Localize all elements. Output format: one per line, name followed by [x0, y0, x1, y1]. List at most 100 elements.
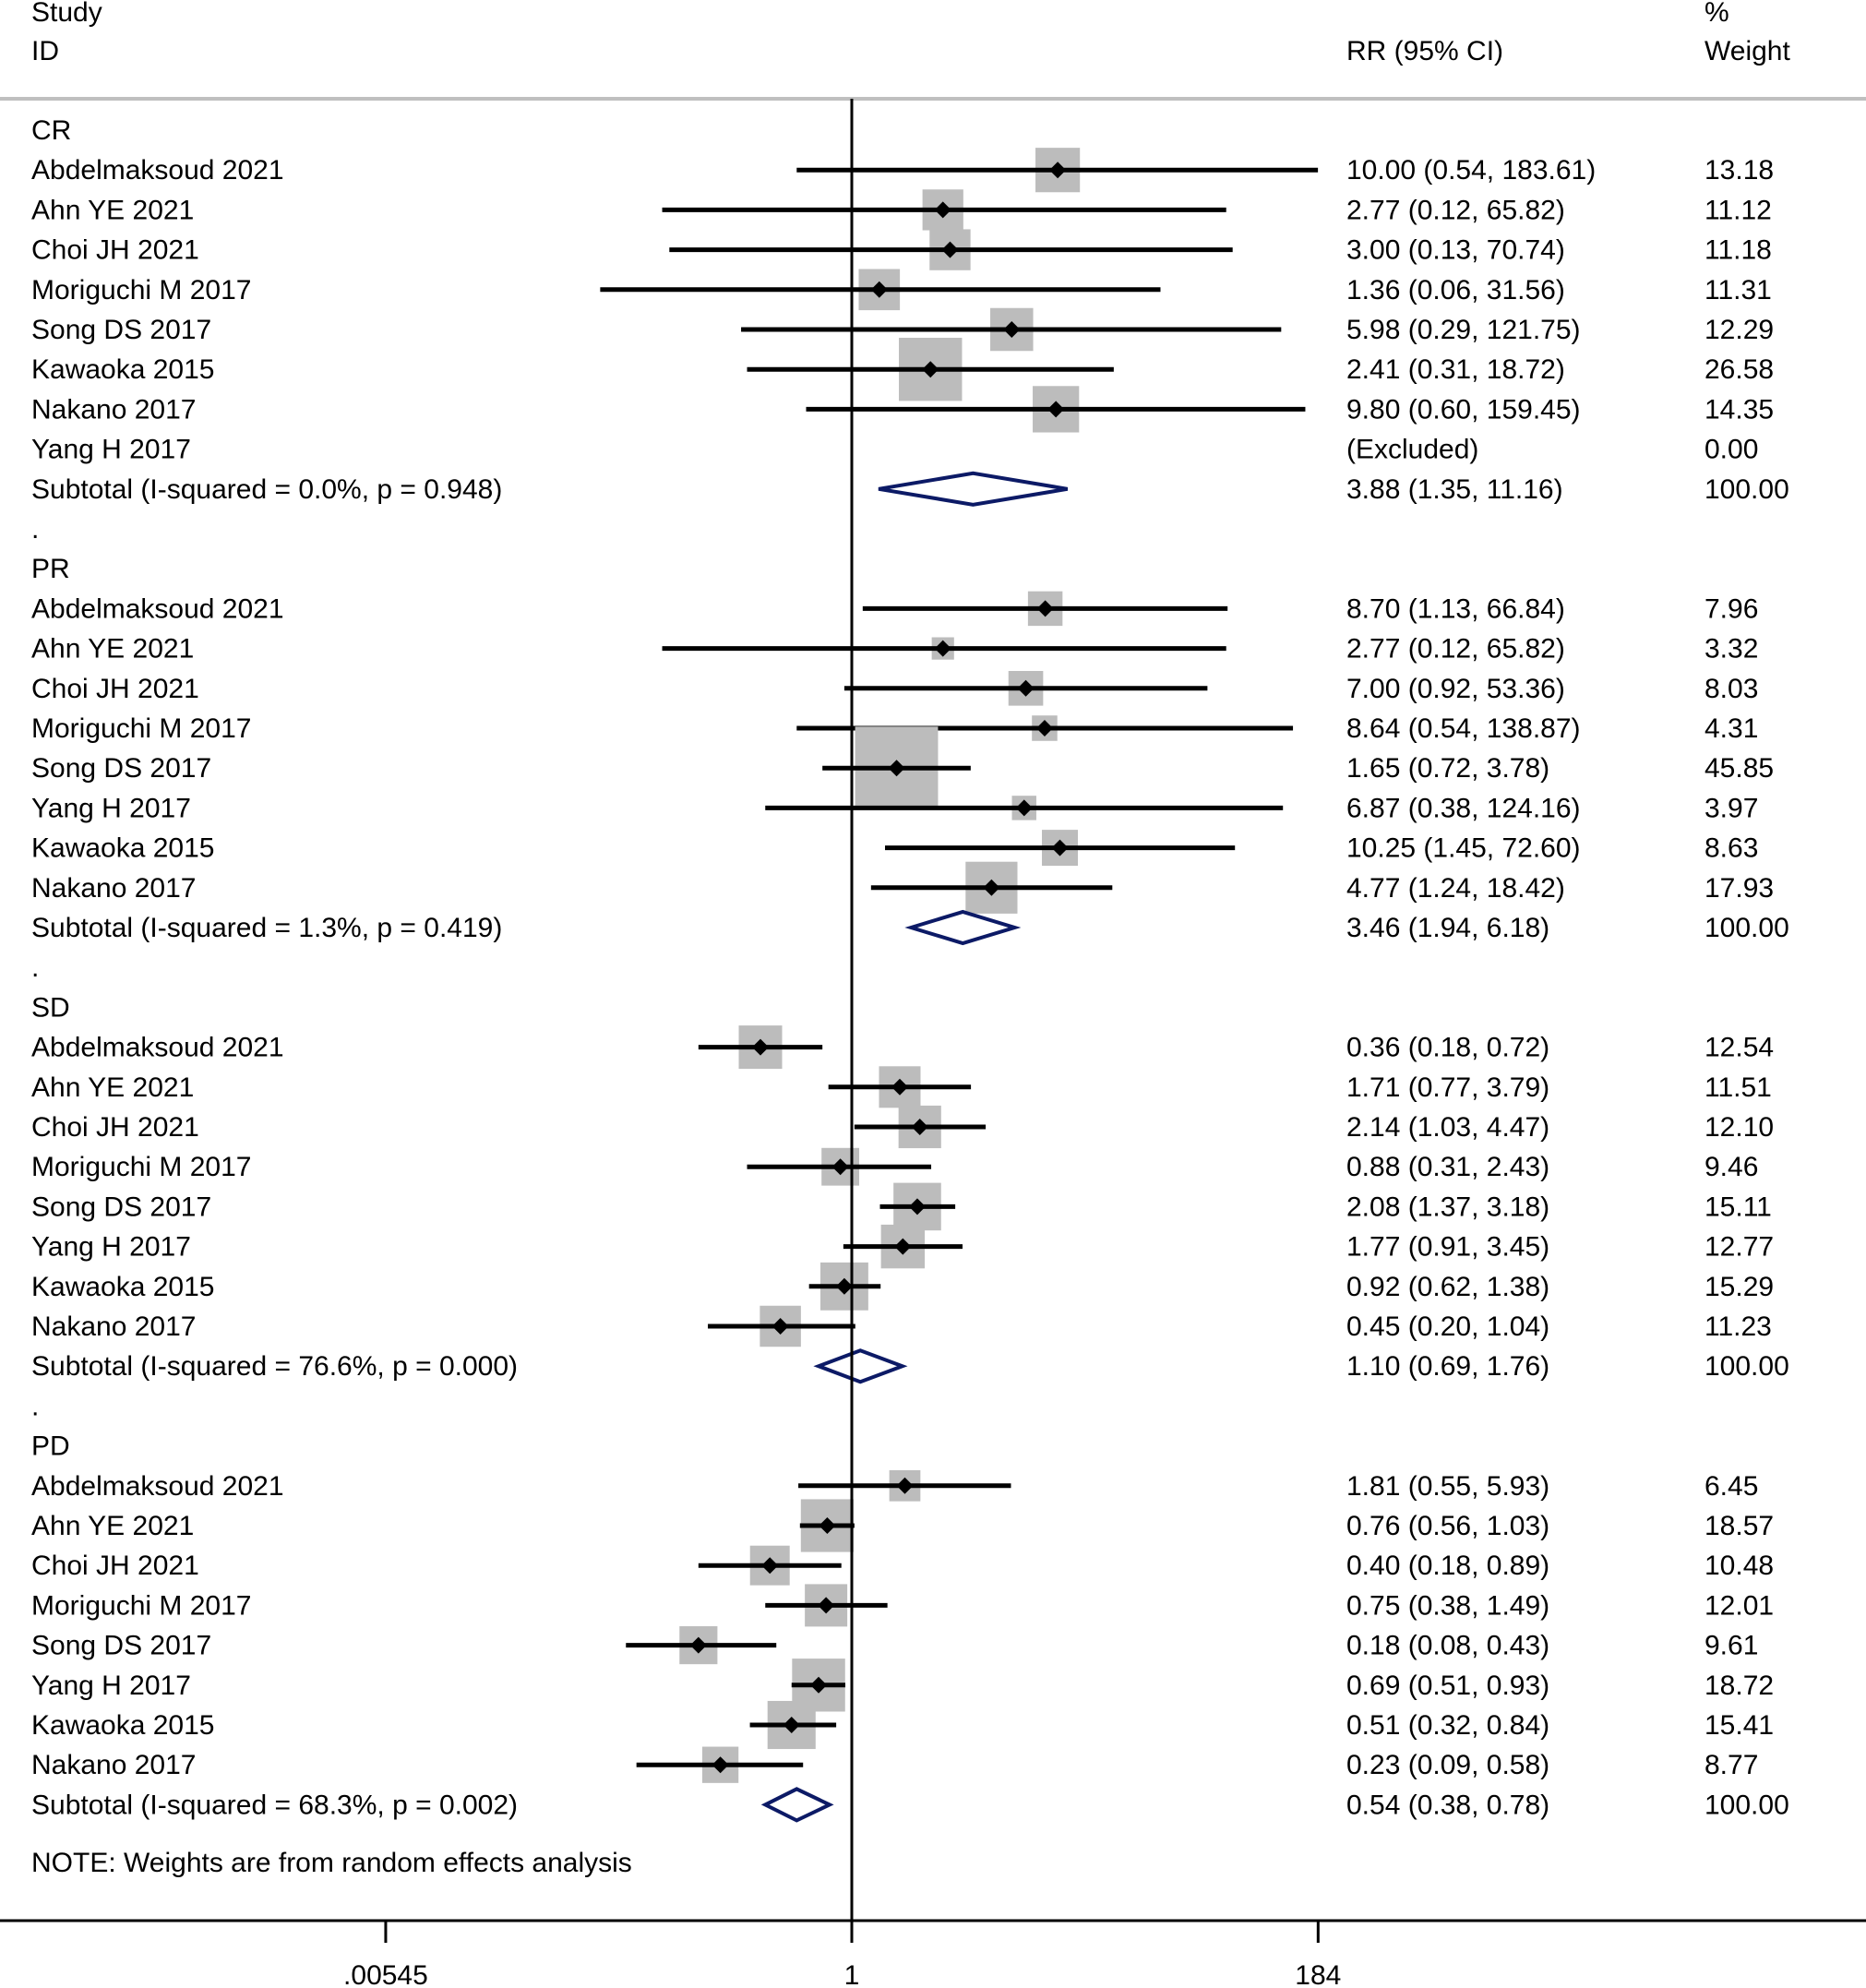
subtotal-label: Subtotal (I-squared = 0.0%, p = 0.948) — [31, 474, 502, 505]
study-label: Ahn YE 2021 — [31, 1511, 194, 1541]
study-label: Choi JH 2021 — [31, 235, 199, 266]
weight-text: 11.18 — [1705, 235, 1772, 266]
study-label: Song DS 2017 — [31, 1631, 211, 1661]
point-estimate — [712, 1756, 729, 1774]
point-estimate — [1017, 679, 1035, 697]
group-separator: . — [31, 1391, 39, 1421]
weight-text: 3.32 — [1705, 634, 1758, 665]
subtotal-label: Subtotal (I-squared = 68.3%, p = 0.002) — [31, 1790, 518, 1820]
weight-text: 15.41 — [1705, 1710, 1774, 1741]
point-estimate — [934, 640, 951, 657]
header-weight: Weight — [1705, 36, 1790, 66]
subtotal-diamond — [904, 909, 1022, 946]
subtotal-ci-text: 3.46 (1.94, 6.18) — [1346, 913, 1549, 943]
point-estimate — [891, 1078, 908, 1096]
point-estimate — [894, 1238, 912, 1255]
group-separator: . — [31, 514, 39, 545]
weight-text: 0.00 — [1705, 435, 1758, 465]
weight-text: 8.77 — [1705, 1750, 1758, 1780]
study-label: Yang H 2017 — [31, 435, 191, 465]
weight-text: 12.77 — [1705, 1232, 1774, 1263]
group-label-sd: SD — [31, 992, 70, 1023]
weight-text: 11.12 — [1705, 195, 1772, 225]
study-label: Song DS 2017 — [31, 315, 211, 345]
study-label: Nakano 2017 — [31, 873, 196, 904]
header-percent: % — [1705, 0, 1729, 28]
study-label: Song DS 2017 — [31, 1192, 211, 1222]
weight-text: 12.01 — [1705, 1590, 1774, 1621]
study-label: Choi JH 2021 — [31, 1112, 199, 1143]
study-label: Moriguchi M 2017 — [31, 713, 251, 744]
rows-layer: CR Abdelmaksoud 2021 10.00 (0.54, 183.61) 1… — [31, 115, 1789, 1878]
study-label: Choi JH 2021 — [31, 1551, 199, 1581]
effect-ci-text: 4.77 (1.24, 18.42) — [1346, 873, 1565, 904]
header-id: ID — [31, 36, 59, 66]
header-effect: RR (95% CI) — [1346, 36, 1503, 66]
study-label: Yang H 2017 — [31, 1232, 191, 1263]
point-estimate — [1015, 799, 1033, 817]
subtotal-diamond — [813, 1348, 908, 1384]
weight-text: 18.57 — [1705, 1511, 1774, 1541]
weight-text: 8.63 — [1705, 833, 1758, 864]
study-label: Song DS 2017 — [31, 753, 211, 784]
effect-ci-text: 0.92 (0.62, 1.38) — [1346, 1272, 1549, 1302]
subtotal-label: Subtotal (I-squared = 76.6%, p = 0.000) — [31, 1351, 518, 1382]
effect-ci-text: 10.25 (1.45, 72.60) — [1346, 833, 1581, 864]
study-label: Yang H 2017 — [31, 1671, 191, 1701]
effect-ci-text: 0.88 (0.31, 2.43) — [1346, 1152, 1549, 1182]
subtotal-weight-text: 100.00 — [1705, 913, 1789, 943]
weight-text: 4.31 — [1705, 713, 1758, 744]
weight-text: 12.29 — [1705, 315, 1774, 345]
group-separator: . — [31, 952, 39, 983]
subtotal-ci-text: 3.88 (1.35, 11.16) — [1346, 474, 1563, 505]
point-estimate — [1049, 162, 1067, 179]
study-label: Moriguchi M 2017 — [31, 275, 251, 305]
study-label: Abdelmaksoud 2021 — [31, 155, 284, 186]
effect-ci-text: 2.08 (1.37, 3.18) — [1346, 1192, 1549, 1222]
point-estimate — [819, 1517, 836, 1534]
effect-ci-text: 0.40 (0.18, 0.89) — [1346, 1551, 1549, 1581]
point-estimate — [835, 1277, 853, 1295]
point-estimate — [689, 1636, 707, 1654]
weight-text: 9.46 — [1705, 1152, 1758, 1182]
effect-ci-text: 1.81 (0.55, 5.93) — [1346, 1471, 1549, 1502]
study-label: Ahn YE 2021 — [31, 195, 194, 225]
point-estimate — [941, 241, 959, 258]
effect-ci-text: 1.77 (0.91, 3.45) — [1346, 1232, 1549, 1263]
study-label: Kawaoka 2015 — [31, 1272, 215, 1302]
point-estimate — [888, 760, 905, 777]
effect-ci-text: 1.36 (0.06, 31.56) — [1346, 275, 1565, 305]
subtotal-weight-text: 100.00 — [1705, 1351, 1789, 1382]
effect-ci-text: 0.75 (0.38, 1.49) — [1346, 1590, 1549, 1621]
x-tick-label: .00545 — [343, 1960, 428, 1988]
point-estimate — [761, 1557, 779, 1575]
point-estimate — [870, 281, 888, 298]
group-label-pd: PD — [31, 1431, 70, 1462]
point-estimate — [818, 1597, 835, 1614]
effect-ci-text: 7.00 (0.92, 53.36) — [1346, 674, 1565, 704]
effect-ci-text: 0.18 (0.08, 0.43) — [1346, 1631, 1549, 1661]
weight-text: 8.03 — [1705, 674, 1758, 704]
effect-ci-text: 8.64 (0.54, 138.87) — [1346, 713, 1581, 744]
effect-ci-text: 2.77 (0.12, 65.82) — [1346, 634, 1565, 665]
effect-ci-text: 2.41 (0.31, 18.72) — [1346, 354, 1565, 385]
subtotal-diamond — [878, 471, 1069, 507]
weight-text: 3.97 — [1705, 793, 1758, 823]
effect-ci-text: 0.69 (0.51, 0.93) — [1346, 1671, 1549, 1701]
weight-text: 11.51 — [1705, 1072, 1772, 1103]
point-estimate — [752, 1038, 770, 1056]
effect-ci-text: 5.98 (0.29, 121.75) — [1346, 315, 1581, 345]
effect-ci-text: 2.77 (0.12, 65.82) — [1346, 195, 1565, 225]
study-label: Abdelmaksoud 2021 — [31, 1033, 284, 1063]
study-label: Nakano 2017 — [31, 1311, 196, 1342]
effect-ci-text: 0.51 (0.32, 0.84) — [1346, 1710, 1549, 1741]
study-label: Nakano 2017 — [31, 394, 196, 425]
weight-text: 9.61 — [1705, 1631, 1758, 1661]
weight-text: 14.35 — [1705, 394, 1774, 425]
weight-text: 15.29 — [1705, 1272, 1774, 1302]
point-estimate — [831, 1158, 849, 1176]
weight-text: 6.45 — [1705, 1471, 1758, 1502]
effect-ci-text: 1.71 (0.77, 3.79) — [1346, 1072, 1549, 1103]
effect-ci-text: 8.70 (1.13, 66.84) — [1346, 593, 1565, 624]
study-label: Kawaoka 2015 — [31, 1710, 215, 1741]
